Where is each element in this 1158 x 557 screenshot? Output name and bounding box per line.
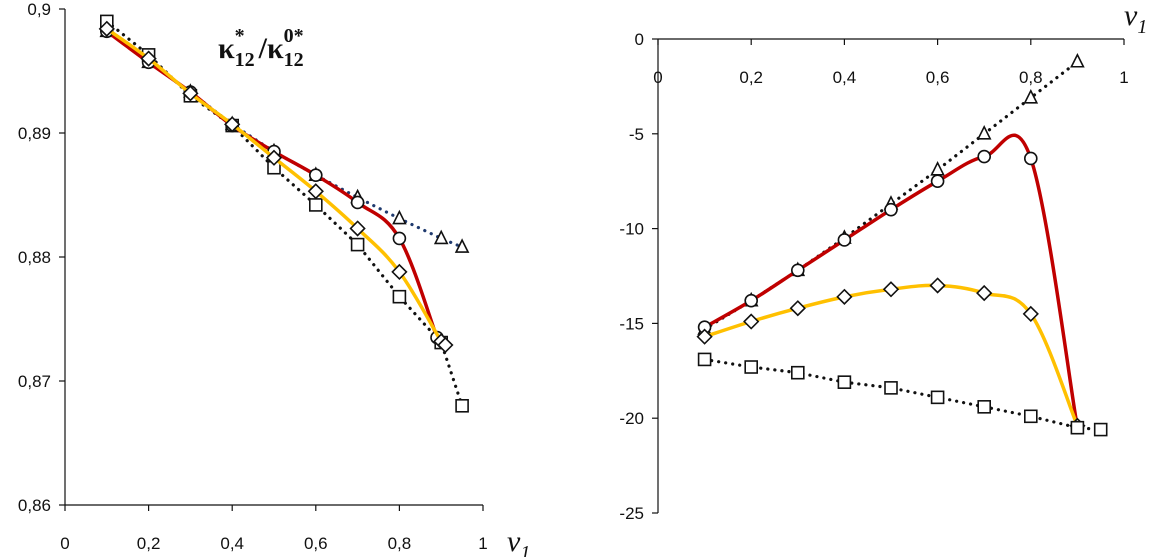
x-tick-label: 0,6	[926, 68, 950, 87]
data-point-square	[977, 400, 992, 414]
series-square	[100, 14, 469, 413]
data-point-circle	[930, 174, 945, 188]
series-line-square	[105, 19, 464, 408]
y-tick-label: 0,87	[18, 372, 51, 391]
data-point-diamond	[182, 85, 199, 102]
y-tick-label: 0,88	[18, 248, 51, 267]
x-tick-label: 0	[653, 68, 662, 87]
data-point-diamond	[140, 50, 157, 67]
x-tick-label: 0	[60, 534, 69, 553]
data-point-diamond	[976, 284, 993, 302]
y-tick-label: 0,86	[18, 496, 51, 515]
right-chart: 0-5-10-15-20-250 0,2 0,4 0,6 0,8 1v1	[619, 0, 1147, 523]
data-point-diamond	[836, 288, 853, 305]
title-subscript-1: 12	[235, 49, 255, 71]
title-kappa-2: κ	[267, 32, 284, 65]
x-axis-title: v1	[507, 525, 530, 557]
series-circle	[100, 24, 444, 345]
data-point-circle	[1024, 151, 1038, 166]
data-point-triangle	[433, 229, 449, 245]
series-line-circle	[702, 133, 1080, 430]
title-kappa-1: κ	[218, 32, 235, 65]
x-tick-label: 0,2	[137, 534, 161, 553]
data-point-square	[455, 398, 469, 413]
data-point-circle	[790, 263, 805, 278]
title-slash: /	[258, 32, 268, 65]
x-axis-title-subscript: 1	[1137, 16, 1147, 38]
series-square	[697, 352, 1108, 437]
data-point-triangle	[930, 161, 945, 176]
y-tick-label: 0,89	[18, 124, 51, 143]
data-point-diamond	[743, 313, 760, 330]
data-point-square	[697, 352, 712, 367]
y-tick-label: -15	[619, 314, 644, 333]
data-point-circle	[837, 233, 852, 247]
x-tick-label: 0,8	[388, 534, 412, 553]
y-tick-label: 0	[635, 30, 644, 49]
x-tick-label: 1	[1119, 68, 1128, 87]
data-point-circle	[308, 168, 323, 182]
data-point-circle	[350, 195, 365, 210]
data-point-diamond	[1022, 305, 1039, 323]
y-tick-label: -10	[619, 220, 644, 239]
data-point-diamond	[789, 300, 806, 317]
data-point-triangle	[1023, 88, 1039, 104]
data-point-square	[308, 198, 323, 212]
title-subscript-2: 12	[284, 49, 304, 71]
series-diamond	[696, 277, 1086, 434]
data-point-triangle	[454, 238, 470, 253]
data-point-diamond	[224, 116, 241, 133]
data-point-circle	[392, 231, 407, 246]
data-point-diamond	[98, 20, 115, 37]
data-point-square	[392, 289, 407, 304]
data-point-square	[930, 390, 945, 405]
data-point-diamond	[696, 328, 713, 345]
x-tick-label: 0,8	[1019, 68, 1043, 87]
data-point-triangle	[976, 125, 992, 140]
x-axis-title-subscript: 1	[520, 542, 530, 557]
data-point-triangle	[392, 209, 407, 225]
x-tick-label: 0,2	[739, 68, 763, 87]
series-diamond	[98, 20, 454, 354]
title-superscript-2: 0*	[284, 25, 304, 47]
data-point-triangle	[1070, 52, 1085, 68]
y-tick-label: 0,9	[27, 0, 51, 19]
data-point-diamond	[437, 336, 454, 354]
x-axis-title: v1	[1124, 0, 1147, 38]
data-point-circle	[884, 202, 898, 217]
data-point-diamond	[265, 149, 283, 166]
data-point-diamond	[882, 281, 900, 298]
data-point-square	[884, 381, 898, 395]
x-tick-label: 1	[478, 534, 487, 553]
x-tick-label: 0,4	[833, 68, 857, 87]
data-point-diamond	[391, 263, 408, 281]
x-tick-label: 0,4	[220, 534, 244, 553]
series-line-circle	[105, 29, 439, 340]
y-tick-label: -25	[619, 504, 644, 523]
data-point-square	[837, 375, 852, 389]
series-line-diamond	[702, 283, 1080, 428]
data-point-square	[1070, 420, 1085, 435]
data-point-square	[1024, 409, 1038, 424]
y-tick-label: -20	[619, 409, 644, 428]
data-point-square	[350, 237, 365, 252]
data-point-square	[790, 365, 805, 380]
y-tick-label: -5	[629, 125, 644, 144]
data-point-circle	[744, 293, 759, 308]
x-tick-label: 0,6	[304, 534, 328, 553]
data-point-diamond	[929, 277, 946, 294]
data-point-square	[744, 360, 759, 374]
data-point-diamond	[349, 220, 366, 237]
data-point-circle	[977, 149, 992, 164]
title-superscript-1: *	[235, 25, 245, 47]
data-point-diamond	[307, 183, 324, 200]
data-point-square	[1093, 422, 1108, 437]
series-line-diamond	[105, 27, 448, 350]
chart-title: κ12*/κ120*	[218, 25, 304, 71]
series-line-square	[703, 357, 1103, 432]
series-circle	[697, 133, 1085, 435]
